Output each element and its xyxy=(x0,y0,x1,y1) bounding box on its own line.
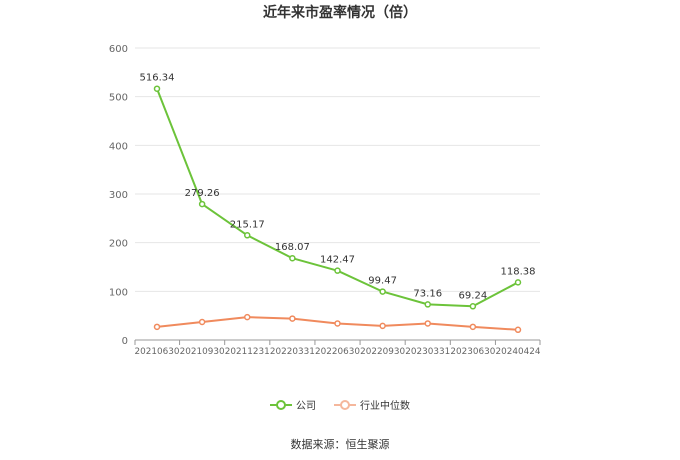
x-tick-label: 20220930 xyxy=(360,347,405,357)
data-label-company: 73.16 xyxy=(413,288,442,299)
data-point-company xyxy=(244,232,251,239)
x-tick-label: 20240424 xyxy=(496,347,541,357)
data-point-industry-median xyxy=(334,320,341,327)
data-point-company xyxy=(289,254,296,262)
data-label-company: 118.38 xyxy=(501,266,536,277)
data-point-industry-median xyxy=(289,315,296,322)
legend-marker-industry-median xyxy=(334,399,356,410)
y-tick-label: 200 xyxy=(109,239,128,250)
data-source: 数据来源：恒生聚源 xyxy=(290,438,390,451)
legend: 公司 行业中位数 xyxy=(0,397,680,412)
data-label-company: 215.17 xyxy=(230,219,265,230)
y-tick-label: 600 xyxy=(109,44,128,55)
legend-label-company: 公司 xyxy=(296,401,316,412)
x-tick-label: 20210630 xyxy=(135,347,180,357)
y-tick-label: 300 xyxy=(109,190,128,201)
y-tick-label: 400 xyxy=(109,141,128,152)
data-point-industry-median xyxy=(244,313,251,321)
x-tick-label: 20220630 xyxy=(315,347,360,357)
legend-label-industry-median: 行业中位数 xyxy=(360,401,410,412)
data-point-company xyxy=(424,301,431,308)
data-point-company xyxy=(469,303,477,310)
data-label-company: 168.07 xyxy=(275,242,310,253)
data-label-company: 142.47 xyxy=(320,255,355,266)
data-label-company: 516.34 xyxy=(140,73,175,84)
data-point-company xyxy=(514,279,522,286)
legend-marker-company xyxy=(270,399,292,410)
data-point-company xyxy=(153,85,161,92)
x-tick-label: 20230630 xyxy=(450,347,495,357)
chart-title: 近年来市盈率情况（倍） xyxy=(263,5,417,21)
y-tick-label: 100 xyxy=(109,287,128,298)
x-tick-label: 20230331 xyxy=(405,347,450,357)
x-tick-label: 20220331 xyxy=(270,347,315,357)
data-point-industry-median xyxy=(153,323,161,331)
y-tick-label: 0 xyxy=(122,336,128,347)
data-point-company xyxy=(379,288,386,295)
x-tick-label: 20210930 xyxy=(180,347,225,357)
data-point-industry-median xyxy=(198,318,206,326)
data-label-company: 69.24 xyxy=(459,290,488,301)
data-point-company xyxy=(334,267,341,274)
data-point-industry-median xyxy=(424,320,431,327)
data-point-industry-median xyxy=(469,323,477,331)
data-label-company: 279.26 xyxy=(185,188,220,199)
legend-item-company[interactable]: 公司 xyxy=(270,397,316,412)
y-tick-label: 500 xyxy=(109,93,128,104)
data-point-company xyxy=(198,200,206,208)
data-point-industry-median xyxy=(379,322,386,330)
data-label-company: 99.47 xyxy=(368,276,397,287)
x-tick-label: 20211231 xyxy=(225,347,270,357)
data-point-industry-median xyxy=(514,326,522,334)
legend-item-industry-median[interactable]: 行业中位数 xyxy=(334,397,410,412)
